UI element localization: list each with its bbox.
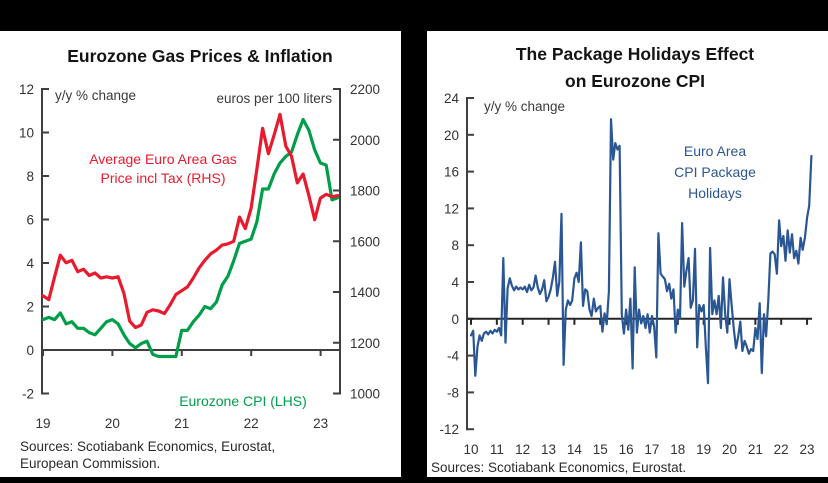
left-chart-lhs-tick-label: 6 xyxy=(26,213,34,228)
right-chart-y-tick-label: 12 xyxy=(444,201,459,216)
left-chart-lhs-tick-label: 10 xyxy=(19,126,34,141)
right-chart-title-line2: on Eurozone CPI xyxy=(565,71,705,91)
left-chart-lhs-tick-label: 2 xyxy=(26,300,34,315)
gas-price-line xyxy=(41,112,340,330)
right-chart-x-tick-label: 21 xyxy=(748,442,763,457)
right-chart-x-tick-label: 19 xyxy=(696,442,711,457)
right-chart-x-tick-label: 17 xyxy=(644,442,659,457)
left-chart-x-tick-label: 20 xyxy=(105,416,120,431)
gas-price-series-label-line1: Average Euro Area Gas xyxy=(89,151,237,167)
left-chart-rhs-tick-label: 1000 xyxy=(350,387,380,402)
left-chart-rhs-tick-label: 2200 xyxy=(350,82,380,97)
bottom-frame-bar xyxy=(0,477,828,483)
right-chart-x-tick-label: 18 xyxy=(670,442,685,457)
left-chart-lhs-tick-label: 4 xyxy=(26,256,34,271)
right-chart-y-tick-label: 16 xyxy=(444,165,459,180)
left-chart-lhs-tick-label: 8 xyxy=(26,169,34,184)
left-chart-sources-line2: European Commission. xyxy=(20,456,161,471)
right-chart-y-tick-label: 24 xyxy=(444,91,460,106)
right-chart-y-tick-label: -8 xyxy=(447,385,459,400)
left-chart-rhs-tick-label: 1800 xyxy=(350,184,380,199)
package-holidays-series-label-line3: Holidays xyxy=(688,185,742,201)
left-chart-rhs-units-label: euros per 100 liters xyxy=(216,91,332,106)
right-chart-x-tick-label: 23 xyxy=(800,442,815,457)
right-chart-y-tick-label: 20 xyxy=(444,128,459,143)
right-chart-x-tick-label: 16 xyxy=(619,442,634,457)
right-chart-y-tick-label: 0 xyxy=(451,312,459,327)
left-chart-rhs-tick-label: 2000 xyxy=(350,133,380,148)
right-chart-title-line1: The Package Holidays Effect xyxy=(515,44,755,64)
right-chart-x-tick-label: 22 xyxy=(774,442,789,457)
right-chart-y-tick-label: 4 xyxy=(451,275,459,290)
gas-price-series-label: Average Euro Area Gas Price incl Tax (RH… xyxy=(63,150,263,188)
right-chart-y-tick-label: -12 xyxy=(439,422,459,437)
panel-divider-bar xyxy=(401,0,427,483)
left-chart-title: Eurozone Gas Prices & Inflation xyxy=(67,46,333,66)
left-chart-rhs-tick-label: 1600 xyxy=(350,234,380,249)
left-chart-sources: Sources: Scotiabank Economics, Eurostat,… xyxy=(20,438,380,472)
left-chart-rhs-tick-label: 1400 xyxy=(350,285,380,300)
left-chart-x-tick-label: 23 xyxy=(313,416,328,431)
left-chart-x-tick-label: 22 xyxy=(244,416,259,431)
right-chart-y-tick-label: -4 xyxy=(447,349,459,364)
left-chart-rhs-tick-label: 1200 xyxy=(350,336,380,351)
right-chart-units-label: y/y % change xyxy=(484,99,566,114)
right-chart-x-tick-label: 15 xyxy=(593,442,608,457)
left-chart-lhs-units-label: y/y % change xyxy=(55,88,137,103)
right-chart-y-tick-label: 8 xyxy=(451,238,459,253)
right-chart-x-tick-label: 14 xyxy=(567,442,583,457)
cpi-series-label: Eurozone CPI (LHS) xyxy=(179,393,307,409)
right-chart-x-tick-label: 11 xyxy=(490,442,504,457)
gas-price-series-label-line2: Price incl Tax (RHS) xyxy=(100,170,226,186)
left-chart-lhs-tick-label: -2 xyxy=(22,387,34,402)
left-chart-lhs-tick-label: 0 xyxy=(26,343,34,358)
right-chart-x-tick-label: 13 xyxy=(541,442,556,457)
left-chart-x-tick-label: 21 xyxy=(174,416,189,431)
left-chart-sources-line1: Sources: Scotiabank Economics, Eurostat, xyxy=(20,439,276,454)
package-holidays-series-label-line2: CPI Package xyxy=(674,164,756,180)
right-chart-title: The Package Holidays Effect on Eurozone … xyxy=(445,41,825,95)
package-holidays-series-label: Euro Area CPI Package Holidays xyxy=(640,141,790,204)
left-chart-x-tick-label: 19 xyxy=(35,416,50,431)
right-chart-x-tick-label: 10 xyxy=(463,442,478,457)
left-chart-lhs-tick-label: 12 xyxy=(19,82,34,97)
package-holidays-line xyxy=(469,118,813,385)
right-chart-sources: Sources: Scotiabank Economics, Eurostat. xyxy=(431,460,687,475)
right-chart-x-tick-label: 12 xyxy=(515,442,530,457)
package-holidays-series-label-line1: Euro Area xyxy=(683,143,747,159)
right-chart-x-tick-label: 20 xyxy=(722,442,737,457)
